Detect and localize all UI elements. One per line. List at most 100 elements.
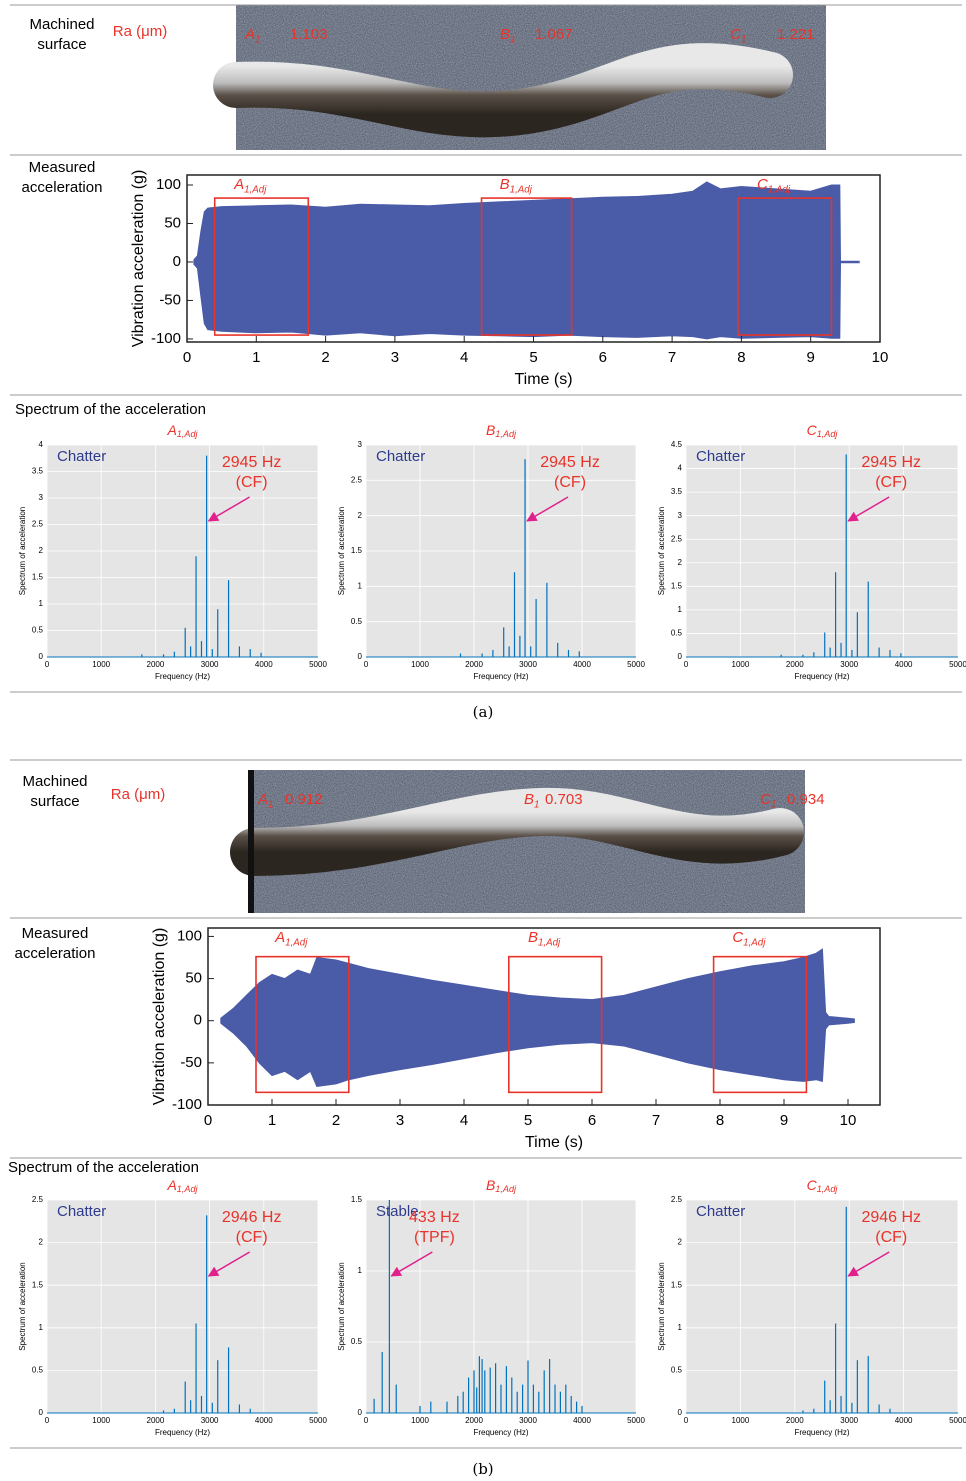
x-tick-label: 4000 xyxy=(573,660,591,669)
window-label: B1,Adj xyxy=(528,929,561,948)
window-label: A1,Adj xyxy=(274,929,308,948)
x-tick-label: 5000 xyxy=(627,1416,645,1425)
y-tick-label: 0.5 xyxy=(32,1366,44,1375)
surface-point-name-main: A xyxy=(244,26,255,43)
y-tick-label: 0 xyxy=(39,1408,44,1417)
x-tick-label: 2000 xyxy=(786,1416,804,1425)
x-tick-label: 5000 xyxy=(309,660,327,669)
x-tick-label: 0 xyxy=(364,660,369,669)
x-tick-label: 0 xyxy=(684,660,689,669)
surface-point-name: A1 xyxy=(244,26,260,45)
x-tick-label: 9 xyxy=(807,349,815,366)
plot-area xyxy=(366,1200,636,1413)
state-label: Chatter xyxy=(57,1203,106,1220)
window-box xyxy=(480,197,573,336)
x-tick-label: 9 xyxy=(780,1112,788,1129)
window-label-main: A xyxy=(274,929,285,946)
x-tick-label: 6 xyxy=(588,1112,596,1129)
x-tick-label: 4 xyxy=(460,1112,468,1129)
surface-point-name: A1 xyxy=(257,791,273,810)
window-box xyxy=(213,197,310,336)
window-label-sub: 1,Adj xyxy=(743,937,766,948)
surface-title: Machined xyxy=(22,773,87,790)
x-tick-label: 2000 xyxy=(465,1416,483,1425)
y-tick-label: 1.5 xyxy=(351,546,363,555)
x-tick-label: 6 xyxy=(599,349,607,366)
x-tick-label: 1000 xyxy=(411,660,429,669)
x-tick-label: 0 xyxy=(45,660,50,669)
spectrum-title: Spectrum of the acceleration xyxy=(8,1159,199,1176)
x-tick-label: 10 xyxy=(872,349,889,366)
chart-title-main: C xyxy=(807,1177,818,1193)
x-tick-label: 1000 xyxy=(732,1416,750,1425)
y-tick-label: 2.5 xyxy=(32,1195,44,1204)
peak-note: (CF) xyxy=(236,1229,268,1246)
y-tick-label: 0 xyxy=(678,1408,683,1417)
surface-point-name-sub: 1 xyxy=(741,34,746,45)
x-axis-label: Frequency (Hz) xyxy=(473,1428,528,1437)
x-tick-label: 5000 xyxy=(949,1416,966,1425)
chart-title-main: B xyxy=(486,422,495,438)
x-tick-label: 4000 xyxy=(895,1416,913,1425)
x-tick-label: 7 xyxy=(668,349,676,366)
y-axis-label: Spectrum of acceleration xyxy=(18,1262,27,1351)
x-tick-label: 4 xyxy=(460,349,468,366)
x-tick-label: 0 xyxy=(684,1416,689,1425)
surface-point-name: B1 xyxy=(524,791,539,810)
y-tick-label: 1 xyxy=(39,599,44,608)
y-tick-label: 1 xyxy=(358,1266,363,1275)
x-tick-label: 5000 xyxy=(309,1416,327,1425)
x-tick-label: 5 xyxy=(529,349,537,366)
state-label: Stable xyxy=(376,1203,419,1220)
x-tick-label: 1000 xyxy=(92,660,110,669)
window-label-main: A xyxy=(233,176,244,193)
accel-title: acceleration xyxy=(15,945,96,962)
surface-point-name: C1 xyxy=(730,26,746,45)
peak-arrow xyxy=(390,1251,433,1277)
window-label: C1,Adj xyxy=(732,929,766,948)
y-tick-label: 100 xyxy=(177,927,202,944)
surface-point-name-main: A xyxy=(257,791,268,808)
y-tick-label: 0.5 xyxy=(351,617,363,626)
y-tick-label: 2.5 xyxy=(32,520,44,529)
x-tick-label: 0 xyxy=(364,1416,369,1425)
y-axis-label: Spectrum of acceleration xyxy=(657,1262,666,1351)
peak-arrow xyxy=(207,1251,251,1277)
y-axis-label: Spectrum of acceleration xyxy=(657,507,666,596)
x-tick-label: 1000 xyxy=(411,1416,429,1425)
x-tick-label: 1000 xyxy=(92,1416,110,1425)
chart-title: C1,Adj xyxy=(807,1177,839,1195)
x-tick-label: 3000 xyxy=(840,660,858,669)
y-axis-label: Spectrum of acceleration xyxy=(337,507,346,596)
y-tick-label: 4.5 xyxy=(671,440,683,449)
surface-photo xyxy=(230,770,805,913)
peak-label: 2946 Hz xyxy=(222,1209,282,1226)
surface-point-value: 0.912 xyxy=(285,791,323,808)
peak-label: 433 Hz xyxy=(409,1209,460,1226)
peak-note: (CF) xyxy=(875,1229,907,1246)
window-box xyxy=(712,955,808,1094)
x-tick-label: 3000 xyxy=(519,660,537,669)
y-tick-label: 50 xyxy=(164,214,181,231)
y-axis-label: Vibration acceleration (g) xyxy=(130,170,147,348)
y-tick-label: -100 xyxy=(151,330,181,347)
window-label-main: C xyxy=(732,929,743,946)
surface-title: surface xyxy=(37,36,86,53)
x-tick-label: 0 xyxy=(183,349,191,366)
y-tick-label: 1.5 xyxy=(671,581,683,590)
window-label-sub: 1,Adj xyxy=(768,184,791,195)
x-tick-label: 2000 xyxy=(147,1416,165,1425)
chart-title: B1,Adj xyxy=(486,1177,517,1195)
surface-title: surface xyxy=(30,793,79,810)
y-tick-label: 50 xyxy=(185,970,202,987)
window-label-sub: 1,Adj xyxy=(538,937,561,948)
y-tick-label: 2.5 xyxy=(671,534,683,543)
y-tick-label: 0.5 xyxy=(351,1337,363,1346)
peak-note: (CF) xyxy=(554,474,586,491)
surface-point-name-sub: 1 xyxy=(268,799,273,810)
x-tick-label: 3000 xyxy=(201,1416,219,1425)
y-tick-label: 4 xyxy=(678,464,683,473)
y-tick-label: 3.5 xyxy=(671,487,683,496)
surface-point-name-sub: 1 xyxy=(510,34,515,45)
